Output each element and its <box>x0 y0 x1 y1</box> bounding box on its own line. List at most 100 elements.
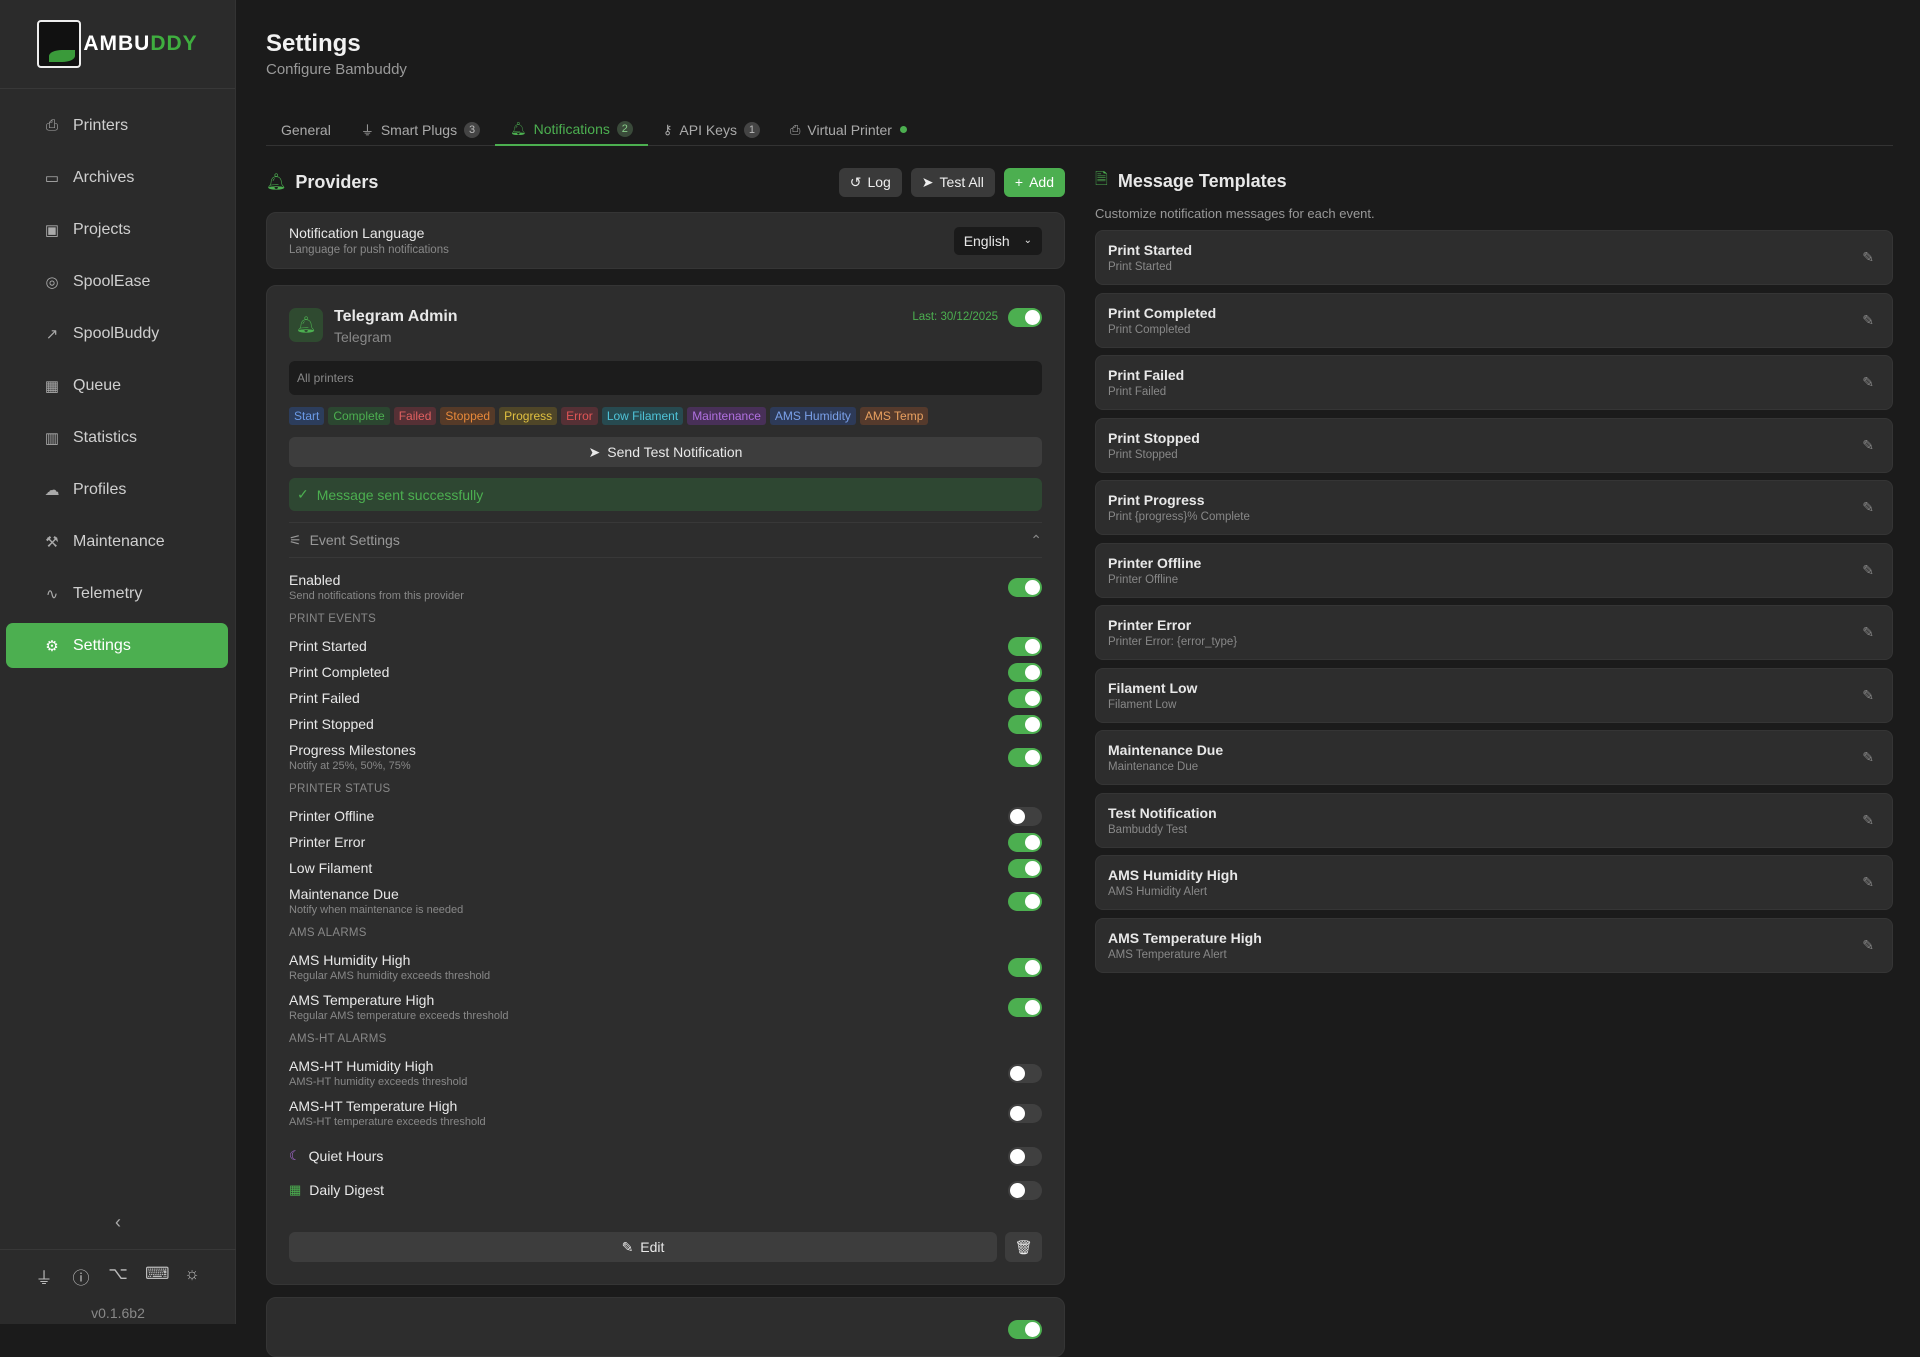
test-all-button[interactable]: ➤ Test All <box>910 167 995 197</box>
pencil-icon[interactable]: ✎ <box>1862 249 1874 265</box>
sidebar-item-queue[interactable]: ▦ Queue <box>6 363 228 408</box>
printer-filter[interactable]: All printers <box>289 361 1042 395</box>
settings-tabs: General ⏚ Smart Plugs 3 🔔︎ Notifications 2 ⚷ API… <box>266 113 1893 146</box>
sidebar-item-maintenance[interactable]: ⚒ Maintenance <box>6 519 228 564</box>
pencil-icon[interactable]: ✎ <box>1862 936 1874 953</box>
logo[interactable]: AMBUDDY <box>0 0 235 89</box>
template-item[interactable]: Maintenance Due Maintenance Due ✎ <box>1095 730 1893 785</box>
template-sample: Bambuddy Test <box>1108 823 1188 836</box>
pencil-icon[interactable]: ✎ <box>1862 624 1874 640</box>
pencil-icon[interactable]: ✎ <box>1862 811 1874 828</box>
event-settings: Enabled Send notifications from this prov… <box>289 567 1042 1207</box>
event-toggle[interactable] <box>1008 688 1042 708</box>
template-item[interactable]: Test Notification Bambuddy Test ✎ <box>1095 792 1893 848</box>
event-tag: AMS Temp <box>859 407 929 425</box>
pencil-icon[interactable]: ✎ <box>1862 749 1874 765</box>
calendar-icon: ▦ <box>289 1182 302 1197</box>
sidebar-item-printers[interactable]: ⎙ Printers <box>6 103 228 148</box>
sidebar-item-label: SpoolEase <box>73 272 151 290</box>
pencil-icon[interactable]: ✎ <box>1862 499 1874 515</box>
add-provider-button[interactable]: + Add <box>1003 167 1065 197</box>
tab-api-keys[interactable]: ⚷ API Keys 1 <box>648 113 775 146</box>
event-toggle[interactable] <box>1008 997 1042 1017</box>
sidebar-item-statistics[interactable]: ▥ Statistics <box>6 415 228 460</box>
event-toggle[interactable] <box>1008 806 1042 826</box>
event-row: Print Stopped <box>289 711 1042 737</box>
template-text: Print Progress Print {progress}% Complete <box>1108 492 1250 523</box>
template-item[interactable]: Print Started Print Started ✎ <box>1095 230 1893 285</box>
sidebar-item-settings[interactable]: ⚙ Settings <box>6 623 228 668</box>
template-item[interactable]: Print Stopped Print Stopped ✎ <box>1095 417 1893 473</box>
pencil-icon[interactable]: ✎ <box>1862 874 1874 890</box>
trash-icon: 🗑︎ <box>1014 1238 1033 1255</box>
provider-enabled-toggle[interactable] <box>1008 308 1042 327</box>
log-button[interactable]: ↺ Log <box>838 167 902 197</box>
template-item[interactable]: AMS Temperature High AMS Temperature Aler… <box>1095 917 1893 973</box>
tab-virtual-printer[interactable]: ⎙ Virtual Printer <box>775 113 922 146</box>
info-icon[interactable]: ⓘ <box>72 1269 90 1288</box>
template-item[interactable]: Print Progress Print {progress}% Complete… <box>1095 480 1893 535</box>
event-toggle[interactable] <box>1008 577 1042 597</box>
event-toggle[interactable] <box>1008 662 1042 682</box>
event-toggle[interactable] <box>1008 1063 1042 1083</box>
template-item[interactable]: AMS Humidity High AMS Humidity Alert ✎ <box>1095 855 1893 910</box>
keyboard-icon[interactable]: ⌨ <box>145 1264 170 1283</box>
tab-notifications[interactable]: 🔔︎ Notifications 2 <box>495 113 648 146</box>
tab-smart-plugs[interactable]: ⏚ Smart Plugs 3 <box>346 113 495 146</box>
template-item[interactable]: Filament Low Filament Low ✎ <box>1095 667 1893 723</box>
sidebar-item-spoolease[interactable]: ◎ SpoolEase <box>6 259 228 304</box>
event-toggle[interactable] <box>1008 1180 1042 1200</box>
event-label-wrap: Low Filament <box>289 860 1008 876</box>
tab-label: Notifications <box>533 120 610 137</box>
event-label-wrap: Quiet Hours <box>309 1148 1008 1164</box>
event-toggle[interactable] <box>1008 832 1042 852</box>
event-row: Printer Error <box>289 829 1042 855</box>
event-row: Enabled Send notifications from this prov… <box>289 567 1042 607</box>
sidebar-item-profiles[interactable]: ☁ Profiles <box>6 467 228 512</box>
event-toggle[interactable] <box>1008 957 1042 977</box>
template-item[interactable]: Printer Error Printer Error: {error_type}… <box>1095 605 1893 660</box>
sidebar-item-archives[interactable]: ▭ Archives <box>6 155 228 200</box>
send-test-notification-button[interactable]: ➤ Send Test Notification <box>289 437 1042 467</box>
event-toggle[interactable] <box>1008 858 1042 878</box>
event-tag: Start <box>289 407 325 425</box>
event-toggle[interactable] <box>1008 747 1042 767</box>
plug-icon[interactable]: ⏚ <box>35 1269 53 1288</box>
event-toggle[interactable] <box>1008 1103 1042 1123</box>
pencil-icon[interactable]: ✎ <box>1862 311 1874 328</box>
template-sample: Print {progress}% Complete <box>1108 511 1250 523</box>
language-select[interactable]: English ⌄ <box>953 226 1042 255</box>
event-settings-toggle[interactable]: ⚟ Event Settings ⌃ <box>289 522 1042 558</box>
event-toggle[interactable] <box>1008 891 1042 911</box>
template-text: Test Notification Bambuddy Test <box>1108 805 1217 836</box>
event-toggle[interactable] <box>1008 636 1042 656</box>
collapse-sidebar-icon[interactable]: ‹ <box>115 1212 121 1232</box>
pencil-icon[interactable]: ✎ <box>1862 561 1874 578</box>
tab-count-badge: 2 <box>616 120 633 137</box>
template-item[interactable]: Print Completed Print Completed ✎ <box>1095 292 1893 348</box>
template-name: Print Stopped <box>1108 429 1200 446</box>
moon-icon: ☾ <box>289 1148 301 1163</box>
sidebar-item-spoolbuddy[interactable]: ↗ SpoolBuddy <box>6 311 228 356</box>
provider-enabled-toggle[interactable] <box>1008 1320 1042 1339</box>
edit-provider-button[interactable]: ✎ Edit <box>289 1232 997 1262</box>
event-toggle[interactable] <box>1008 1146 1042 1166</box>
event-toggle[interactable] <box>1008 714 1042 734</box>
sidebar-item-projects[interactable]: ▣ Projects <box>6 207 228 252</box>
tab-general[interactable]: General <box>266 113 346 146</box>
sidebar-item-label: SpoolBuddy <box>73 324 160 342</box>
pencil-icon[interactable]: ✎ <box>1862 436 1874 453</box>
sun-icon[interactable]: ☼ <box>184 1264 200 1283</box>
sidebar-item-telemetry[interactable]: ∿ Telemetry <box>6 571 228 616</box>
template-item[interactable]: Print Failed Print Failed ✎ <box>1095 355 1893 410</box>
sidebar: AMBUDDY ⎙ Printers ▭ Archives ▣ Projects ◎ Spoo… <box>0 0 236 1324</box>
template-item[interactable]: Printer Offline Printer Offline ✎ <box>1095 542 1893 598</box>
event-label: Print Started <box>289 638 367 654</box>
github-icon[interactable]: ⌥ <box>108 1264 128 1283</box>
tab-label: Smart Plugs <box>380 121 458 138</box>
sidebar-item-label: Telemetry <box>73 584 143 602</box>
pencil-icon[interactable]: ✎ <box>1862 374 1874 390</box>
pencil-icon[interactable]: ✎ <box>1862 686 1874 703</box>
event-desc: Regular AMS temperature exceeds threshol… <box>289 1010 509 1022</box>
delete-provider-button[interactable]: 🗑︎ <box>1005 1232 1042 1262</box>
